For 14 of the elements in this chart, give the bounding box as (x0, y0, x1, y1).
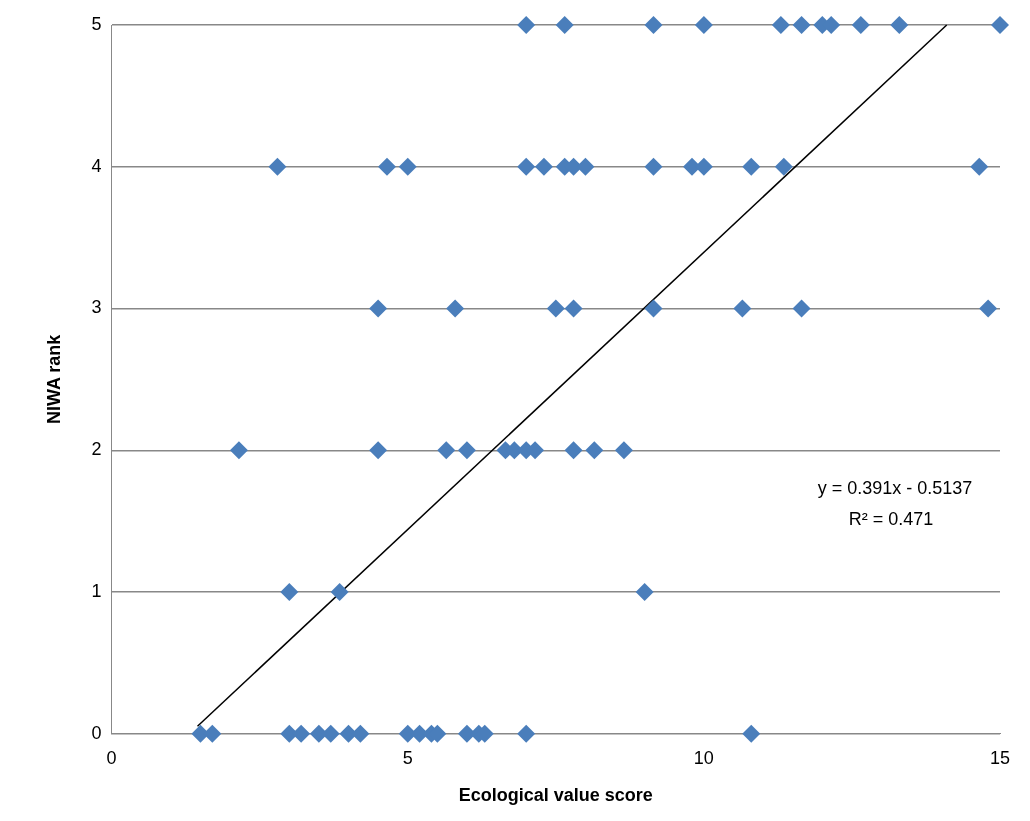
x-tick-label: 0 (106, 747, 117, 768)
x-tick-label: 10 (693, 747, 714, 768)
x-tick-label: 15 (989, 747, 1011, 768)
y-tick-label: 0 (91, 722, 102, 743)
y-tick-label: 4 (91, 155, 102, 176)
y-tick-label: 1 (91, 581, 102, 602)
y-tick-label: 5 (91, 13, 102, 34)
x-axis-title: Ecological value score (458, 785, 653, 806)
y-tick-label: 3 (91, 297, 102, 318)
annotation: R² = 0.471 (848, 509, 934, 530)
annotation: y = 0.391x - 0.5137 (817, 478, 973, 499)
x-tick-label: 5 (402, 747, 413, 768)
y-tick-label: 2 (91, 439, 102, 460)
y-axis-title: NIWA rank (43, 333, 64, 425)
